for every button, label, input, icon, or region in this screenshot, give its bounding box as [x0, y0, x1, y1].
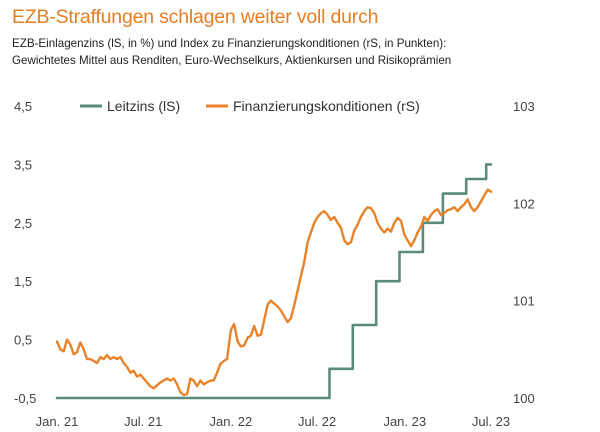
y-left-tick-label: 3,5	[14, 157, 32, 172]
legend-label: Finanzierungskonditionen (rS)	[233, 98, 420, 114]
y-right-tick-label: 101	[513, 294, 535, 309]
y-right-tick-label: 103	[513, 99, 535, 114]
x-tick-label: Jan. 22	[210, 414, 253, 429]
x-tick-label: Jul. 22	[298, 414, 336, 429]
y-left-tick-label: 0,5	[14, 333, 32, 348]
series-line-leitzins	[55, 163, 493, 400]
series-line-finanzierungskonditionen	[55, 188, 493, 397]
chart-series	[55, 163, 493, 400]
y-right-tick-label: 102	[513, 196, 535, 211]
x-tick-label: Jan. 21	[36, 414, 79, 429]
x-tick-label: Jul. 21	[124, 414, 162, 429]
y-left-tick-label: -0,5	[14, 391, 36, 406]
chart-subtitle: EZB-Einlagenzins (lS, in %) und Index zu…	[12, 35, 592, 69]
subtitle-line-1: EZB-Einlagenzins (lS, in %) und Index zu…	[12, 37, 447, 50]
chart-legend: Leitzins (lS) Finanzierungskonditionen (r…	[80, 98, 420, 114]
y-left-tick-label: 1,5	[14, 274, 32, 289]
subtitle-line-2: Gewichtetes Mittel aus Renditen, Euro-We…	[12, 54, 452, 67]
legend-label: Leitzins (lS)	[107, 98, 180, 114]
chart-axes: 4,5 3,5 2,5 1,5 0,5 -0,5 103 102 101 100 Jan. 21 Ju…	[14, 99, 535, 429]
x-tick-label: Jul. 23	[472, 414, 510, 429]
chart-title: EZB-Straffungen schlagen weiter voll dur…	[12, 6, 379, 28]
y-left-tick-label: 2,5	[14, 216, 32, 231]
y-right-tick-label: 100	[513, 391, 535, 406]
y-left-tick-label: 4,5	[14, 99, 32, 114]
x-tick-label: Jan. 23	[383, 414, 426, 429]
